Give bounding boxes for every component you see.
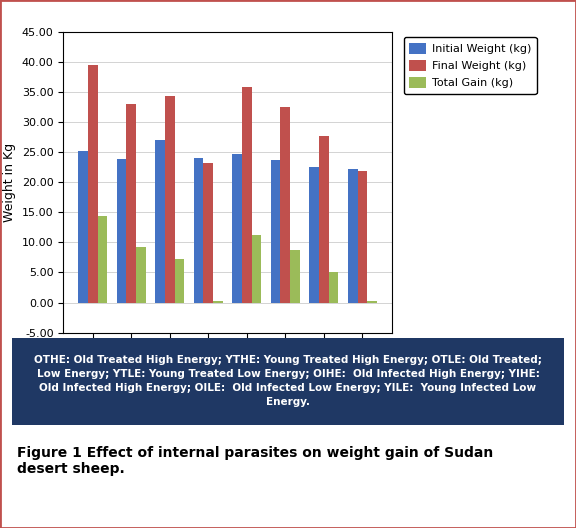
Bar — [319, 136, 329, 303]
Text: Figure 1 Effect of internal parasites on weight gain of Sudan
desert sheep.: Figure 1 Effect of internal parasites on… — [17, 446, 494, 476]
Bar — [348, 169, 358, 303]
Bar — [175, 259, 184, 303]
Bar — [271, 160, 281, 303]
Bar — [156, 140, 165, 303]
Bar — [290, 250, 300, 303]
Bar — [358, 171, 367, 303]
Bar — [136, 247, 146, 303]
Legend: Initial Weight (kg), Final Weight (kg), Total Gain (kg): Initial Weight (kg), Final Weight (kg), … — [404, 37, 536, 94]
Bar — [117, 159, 126, 303]
Y-axis label: Weight in Kg: Weight in Kg — [3, 143, 16, 222]
Bar — [252, 235, 262, 303]
Bar — [194, 158, 203, 303]
Bar — [367, 301, 377, 303]
Bar — [165, 96, 175, 303]
Bar — [126, 104, 136, 303]
Bar — [329, 272, 338, 303]
Bar — [213, 301, 223, 303]
Bar — [281, 107, 290, 303]
Bar — [203, 163, 213, 303]
Bar — [88, 65, 97, 303]
Bar — [78, 152, 88, 303]
X-axis label: Animal group: Animal group — [186, 361, 269, 374]
Bar — [309, 166, 319, 303]
Bar — [97, 216, 107, 303]
Bar — [232, 155, 242, 303]
Text: OTHE: Old Treated High Energy; YTHE: Young Treated High Energy; OTLE: Old Treate: OTHE: Old Treated High Energy; YTHE: You… — [34, 355, 542, 408]
Bar — [242, 87, 252, 303]
